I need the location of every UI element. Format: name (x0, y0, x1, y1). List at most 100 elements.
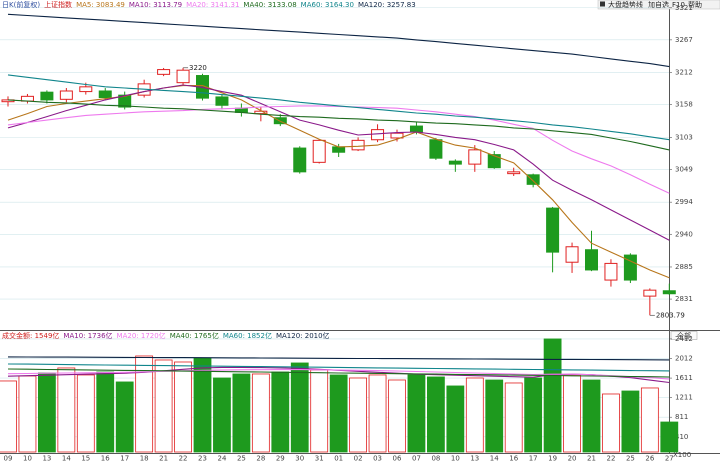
x-tick-label: 22 (179, 455, 188, 463)
volume-bar (115, 381, 134, 453)
x-tick-label: 06 (393, 455, 402, 463)
x-tick-label: 02 (354, 455, 363, 463)
volume-bar (232, 373, 251, 453)
x-tick-label: 09 (4, 455, 13, 463)
candle-body (604, 262, 618, 281)
x-tick-label: 25 (237, 455, 246, 463)
volume-bar (660, 421, 679, 453)
ma-line (7, 105, 670, 194)
range-button-box[interactable] (670, 331, 698, 340)
y-tick-label: 3049 (675, 165, 693, 173)
toolbar-button[interactable]: 加自选 (648, 0, 669, 9)
candle-body (526, 174, 540, 185)
toolbar-button[interactable]: 帮助 (688, 0, 702, 9)
ma-line (7, 99, 670, 151)
volume-bar (154, 359, 173, 453)
x-tick-label: 24 (217, 455, 226, 463)
candle-body (79, 86, 93, 93)
x-tick-label: 16 (509, 455, 518, 463)
x-tick-label: 27 (665, 455, 674, 463)
x-tick-label: 15 (81, 455, 90, 463)
ma-line (7, 356, 670, 361)
x-tick-label: 28 (256, 455, 265, 463)
candle-body (293, 147, 307, 173)
x-tick-label: 13 (42, 455, 51, 463)
x-tick-label: 29 (276, 455, 285, 463)
x-tick-label: 26 (645, 455, 654, 463)
x-tick-label: 20 (568, 455, 577, 463)
candle-body (332, 146, 346, 153)
candle-body (312, 139, 326, 163)
volume-bar (602, 393, 620, 453)
legend-entry: MA20: 1720亿 (117, 331, 166, 340)
candle-body (98, 90, 112, 99)
volume-bar (524, 377, 543, 453)
candle-body (351, 139, 365, 151)
y-tick-label: 1211 (675, 394, 693, 402)
candle-body (40, 91, 54, 101)
volume-bar (174, 361, 192, 453)
x-tick-label: 19 (548, 455, 557, 463)
volume-bar (290, 362, 309, 453)
volume-bar (621, 390, 640, 453)
candle-body (623, 254, 637, 281)
candle-body (59, 90, 73, 100)
candle-body (507, 171, 521, 175)
candle-body (487, 154, 501, 169)
y-tick-label: 2994 (675, 198, 693, 206)
y-tick-label: 3158 (675, 101, 693, 109)
candle-body (585, 249, 598, 271)
candle-body (565, 246, 579, 263)
volume-bar (271, 371, 290, 453)
ma-line (7, 84, 670, 241)
volume-bar (57, 367, 76, 453)
x-tick-label: 17 (529, 455, 538, 463)
candle-body (546, 207, 560, 253)
toolbar-icon (600, 1, 605, 7)
legend-entry: MA20: 3141.31 (186, 1, 239, 9)
y-tick-label: 3321 (675, 4, 693, 12)
chart-subtitle: 上证指数 (44, 0, 72, 9)
volume-bar (543, 338, 562, 453)
ma-line (7, 363, 670, 372)
candle-body (157, 69, 171, 75)
volume-bar (310, 369, 329, 453)
toolbar-button[interactable]: F10 (672, 1, 685, 9)
legend-entry: MA5: 3083.49 (76, 1, 125, 9)
chart-title: 日K(前复权) (2, 0, 40, 9)
volume-bar (465, 377, 484, 453)
legend-entry: MA60: 3164.30 (301, 1, 354, 9)
x-tick-label: 21 (587, 455, 596, 463)
ma-line (7, 368, 670, 378)
candle-body (662, 290, 676, 295)
y-tick-label: 811 (675, 413, 688, 421)
volume-bar (485, 379, 504, 453)
ma-line (7, 74, 670, 141)
y-tick-label: 2885 (675, 263, 693, 271)
volume-bar (251, 373, 270, 453)
volume-bar (96, 371, 115, 453)
x-tick-label: 17 (120, 455, 129, 463)
candle-body (448, 160, 462, 165)
x-tick-label: 10 (23, 455, 32, 463)
x-tick-label: 07 (412, 455, 421, 463)
high-annotation: 3220 (189, 64, 207, 72)
volume-bar (38, 372, 56, 453)
y-tick-label: 2940 (675, 230, 693, 238)
x-tick-label: 03 (373, 455, 382, 463)
x-tick-label: 10 (451, 455, 460, 463)
legend-entry: MA40: 1765亿 (170, 331, 219, 340)
toolbar (597, 0, 720, 10)
y-tick-label: 2412 (675, 335, 693, 343)
candle-body (176, 69, 190, 84)
candle-body (254, 110, 268, 115)
x-tick-label: 31 (315, 455, 324, 463)
candle-body (468, 149, 482, 165)
candle-body (390, 132, 404, 139)
volume-bar (407, 374, 426, 453)
candle-body (643, 289, 657, 297)
range-button[interactable]: 全部 (677, 331, 691, 340)
legend-entry: MA120: 3257.83 (358, 1, 416, 9)
toolbar-button[interactable]: 大盘趋势线 (608, 0, 643, 9)
